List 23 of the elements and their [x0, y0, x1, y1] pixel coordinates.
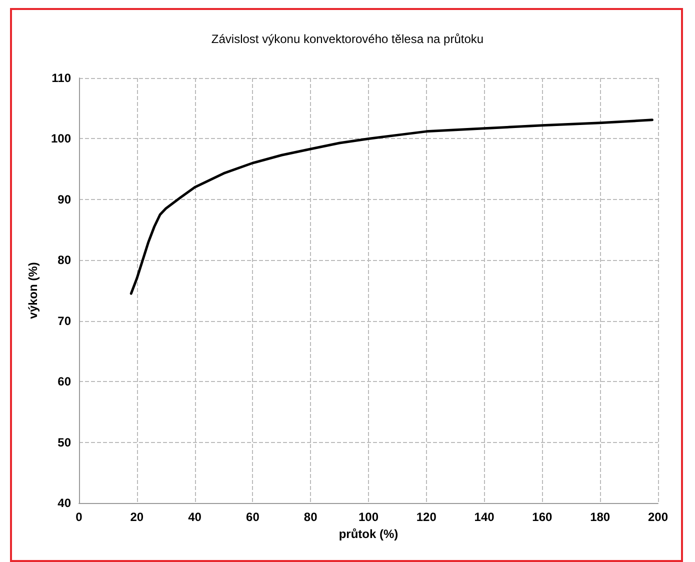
x-tick-label: 80 [304, 510, 318, 524]
x-tick-label: 20 [130, 510, 144, 524]
y-axis-title: výkon (%) [26, 262, 40, 319]
y-tick-label: 80 [58, 253, 72, 268]
x-tick-label: 140 [474, 510, 495, 524]
y-tick-label: 40 [58, 496, 72, 510]
x-tick-label: 40 [188, 510, 202, 524]
line-series [130, 118, 654, 295]
x-tick-label: 120 [416, 510, 437, 524]
y-tick-label: 60 [58, 374, 72, 389]
y-tick-label: 50 [58, 435, 72, 450]
chart-title: Závislost výkonu konvektorového tělesa na průtoku [211, 32, 484, 46]
x-axis-title: průtok (%) [338, 526, 398, 541]
x-tick-label: 200 [648, 510, 668, 524]
x-tick-label: 180 [590, 510, 610, 524]
x-tick-label: 100 [358, 510, 379, 524]
y-tick-label: 100 [50, 132, 72, 146]
x-tick-label: 60 [246, 510, 260, 524]
x-tick-label: 0 [76, 510, 83, 524]
y-tick-label: 70 [58, 314, 72, 328]
y-tick-label: 110 [52, 71, 72, 85]
y-tick-label: 90 [58, 192, 72, 206]
x-tick-label: 160 [532, 510, 553, 524]
